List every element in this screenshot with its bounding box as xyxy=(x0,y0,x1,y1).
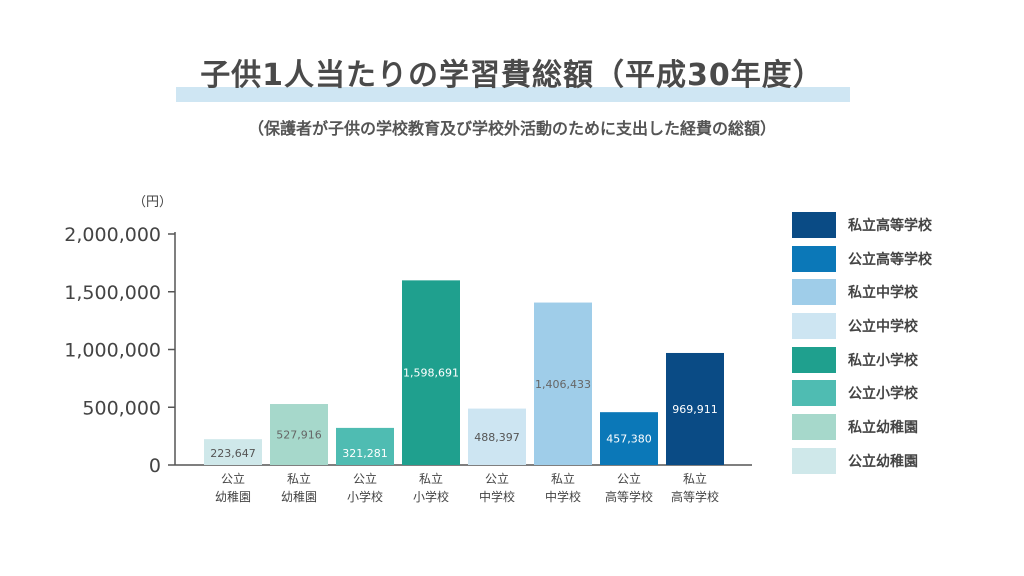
y-axis-unit-label: （円） xyxy=(133,195,173,210)
bar xyxy=(534,302,592,465)
legend-swatch xyxy=(792,279,836,306)
bar-value-label: 1,406,433 xyxy=(535,378,591,391)
legend-label: 公立高等学校 xyxy=(848,251,932,268)
legend-item: 公立高等学校 xyxy=(792,242,1002,276)
x-category-label: 中学校 xyxy=(545,489,581,504)
y-tick-label: 0 xyxy=(149,455,161,477)
bar xyxy=(468,408,526,465)
bar xyxy=(666,352,724,465)
x-category-label: 公立 xyxy=(353,471,377,486)
legend-item: 公立中学校 xyxy=(792,309,1002,343)
x-category-label: 私立 xyxy=(551,471,575,486)
legend-label: 公立中学校 xyxy=(848,318,918,335)
bar-value-label: 1,598,691 xyxy=(403,367,459,380)
x-category-label: 高等学校 xyxy=(671,489,719,504)
legend-item: 私立幼稚園 xyxy=(792,410,1002,444)
bar-value-label: 457,380 xyxy=(606,433,652,446)
legend-label: 公立幼稚園 xyxy=(848,453,918,470)
x-category-label: 中学校 xyxy=(479,489,515,504)
bar xyxy=(600,412,658,465)
legend-item: 私立小学校 xyxy=(792,343,1002,377)
legend-swatch xyxy=(792,346,836,373)
bar-value-label: 527,916 xyxy=(276,429,322,442)
bar-value-label: 969,911 xyxy=(672,403,718,416)
bar xyxy=(270,404,328,465)
chart-title: 子供1人当たりの学習費総額（平成30年度） xyxy=(200,58,824,93)
x-category-label: 公立 xyxy=(617,471,641,486)
x-category-label: 小学校 xyxy=(413,489,449,504)
x-category-label: 幼稚園 xyxy=(215,490,251,504)
legend-item: 公立幼稚園 xyxy=(792,444,1002,478)
legend-label: 私立中学校 xyxy=(848,285,918,302)
chart-legend: 私立高等学校 公立高等学校 私立中学校公立中学校私立小学校公立小学校私立幼稚園公立幼… xyxy=(792,208,1002,478)
x-category-label: 公立 xyxy=(485,471,509,486)
legend-label: 私立高等学校 xyxy=(848,217,932,234)
x-category-label: 小学校 xyxy=(347,489,383,504)
bar xyxy=(336,427,394,465)
y-tick-label: 2,000,000 xyxy=(64,224,161,246)
legend-swatch xyxy=(792,380,836,407)
y-tick-label: 1,000,000 xyxy=(64,340,161,362)
bar xyxy=(204,439,262,465)
bar-value-label: 488,397 xyxy=(474,431,520,444)
legend-swatch xyxy=(792,245,836,272)
legend-swatch xyxy=(792,312,836,339)
x-category-label: 私立 xyxy=(419,471,443,486)
legend-label: 私立小学校 xyxy=(848,352,918,369)
bar xyxy=(402,280,460,465)
x-category-label: 公立 xyxy=(221,471,245,486)
chart-subtitle: （保護者が子供の学校教育及び学校外活動のために支出した経費の総額） xyxy=(247,119,776,138)
legend-label: 公立小学校 xyxy=(848,386,918,403)
y-tick-label: 1,500,000 xyxy=(64,282,161,304)
title-area: 子供1人当たりの学習費総額（平成30年度） xyxy=(0,56,1024,96)
legend-item: 私立高等学校 xyxy=(792,208,1002,242)
legend-item: 私立中学校 xyxy=(792,275,1002,309)
legend-swatch xyxy=(792,211,836,238)
title-highlight-band xyxy=(176,87,850,102)
x-category-label: 私立 xyxy=(683,471,707,486)
x-category-label: 幼稚園 xyxy=(281,490,317,504)
bar-value-label: 321,281 xyxy=(342,447,388,460)
legend-label: 私立幼稚園 xyxy=(848,419,918,436)
legend-item: 公立小学校 xyxy=(792,376,1002,410)
legend-swatch xyxy=(792,447,836,474)
x-category-label: 私立 xyxy=(287,471,311,486)
legend-swatch xyxy=(792,413,836,440)
x-category-label: 高等学校 xyxy=(605,489,653,504)
y-tick-label: 500,000 xyxy=(82,397,161,419)
bar-value-label: 223,647 xyxy=(210,447,256,460)
